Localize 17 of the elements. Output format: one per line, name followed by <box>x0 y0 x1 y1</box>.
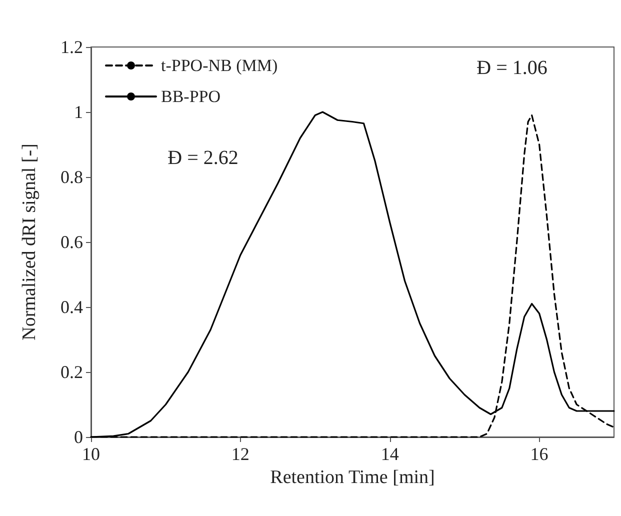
y-tick-label: 0 <box>74 427 83 447</box>
x-tick-label: 10 <box>82 444 100 464</box>
y-tick-label: 0.2 <box>60 362 83 382</box>
x-tick-label: 12 <box>231 444 250 464</box>
y-tick-label: 1.2 <box>60 37 83 57</box>
y-tick-label: 0.8 <box>60 167 83 187</box>
y-tick-label: 1 <box>74 102 83 122</box>
y-tick-label: 0.6 <box>60 232 83 252</box>
x-tick-label: 16 <box>530 444 548 464</box>
y-axis-title: Normalized dRI signal [-] <box>19 144 40 340</box>
y-tick-label: 0.4 <box>60 297 83 317</box>
legend-label: BB-PPO <box>161 87 221 106</box>
annotation: Đ = 1.06 <box>476 57 548 79</box>
annotation: Đ = 2.62 <box>168 147 238 169</box>
x-axis-title: Retention Time [min] <box>270 466 435 488</box>
x-tick-label: 14 <box>380 444 399 464</box>
legend-label: t-PPO-NB (MM) <box>161 56 278 75</box>
